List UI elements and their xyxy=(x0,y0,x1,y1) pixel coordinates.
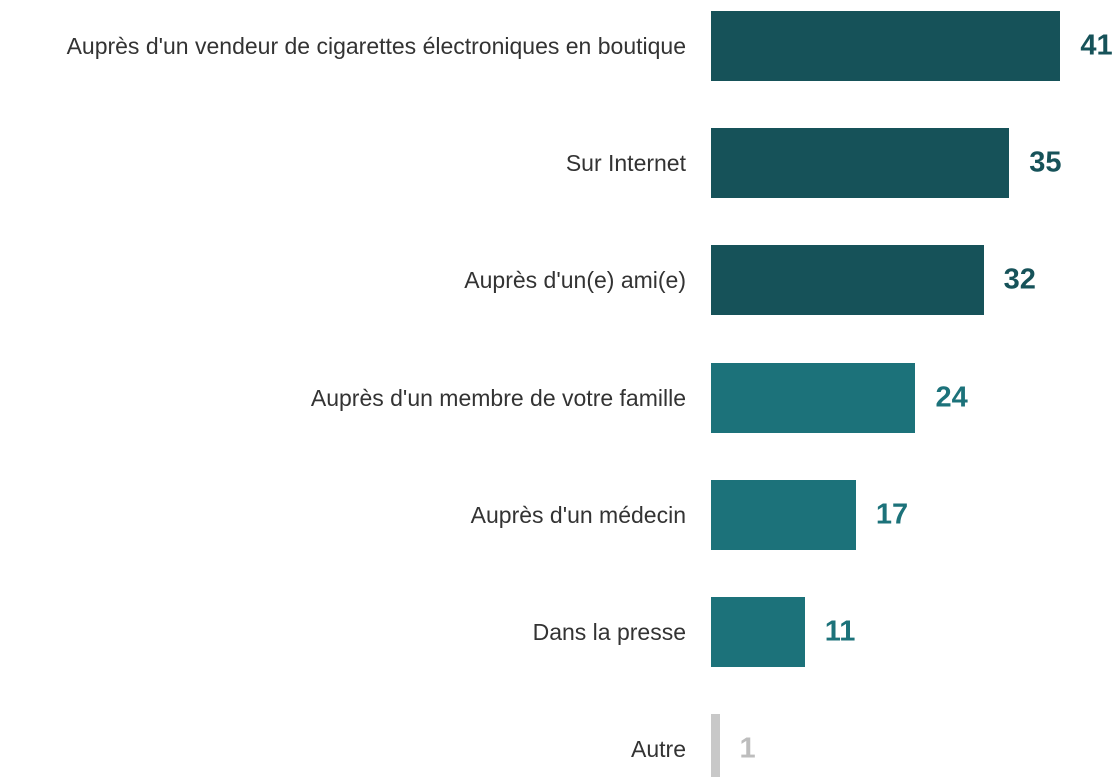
category-label: Dans la presse xyxy=(0,618,686,646)
category-text: Auprès d'un vendeur de cigarettes électr… xyxy=(66,33,686,59)
bar xyxy=(711,597,805,667)
bar xyxy=(711,245,984,316)
value-label: 1 xyxy=(739,732,756,765)
category-text: Sur Internet xyxy=(565,150,686,177)
value-label: 17 xyxy=(875,498,909,531)
value-label: 35 xyxy=(1029,146,1062,179)
bar xyxy=(711,362,916,433)
category-label: Auprès d'un membre de votre famille xyxy=(0,384,686,412)
bar xyxy=(711,479,856,550)
category-label: Autre xyxy=(0,735,686,763)
category-text: Auprès d'un médecin xyxy=(470,501,686,528)
category-label: Auprès d'un médecin xyxy=(0,501,686,529)
category-text: Dans la presse xyxy=(532,619,686,645)
category-text: Autre xyxy=(631,736,686,763)
category-text: Auprès d'un membre de votre famille xyxy=(310,384,686,411)
bar xyxy=(711,11,1061,81)
category-label: Auprès d'un vendeur de cigarettes électr… xyxy=(0,32,686,60)
value-label: 32 xyxy=(1003,263,1036,296)
value-label: 41 xyxy=(1080,29,1113,62)
bar xyxy=(711,714,720,777)
bar xyxy=(711,128,1010,199)
value-label: 11 xyxy=(824,615,856,648)
category-text: Auprès d'un(e) ami(e) xyxy=(464,267,686,294)
value-label: 24 xyxy=(935,381,968,414)
category-label: Sur Internet xyxy=(0,149,686,177)
category-label: Auprès d'un(e) ami(e) xyxy=(0,266,686,294)
